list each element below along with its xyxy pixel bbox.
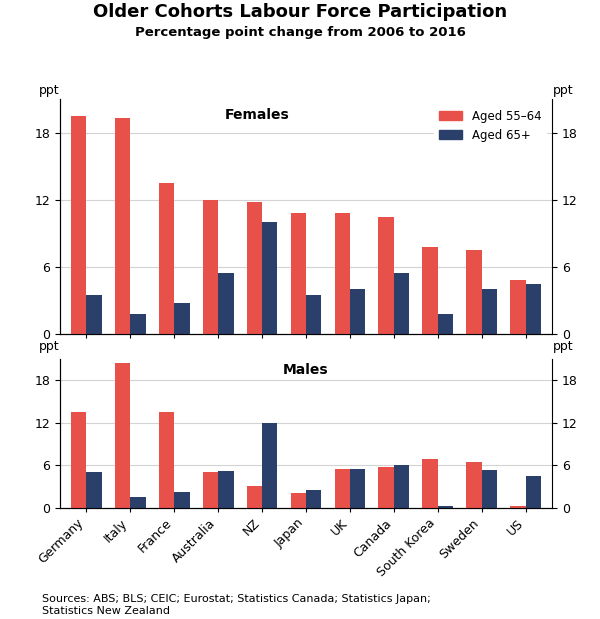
Bar — [71, 412, 86, 508]
Bar — [466, 462, 482, 508]
Bar — [526, 476, 541, 508]
Bar — [394, 272, 409, 334]
Legend: Aged 55–64, Aged 65+: Aged 55–64, Aged 65+ — [434, 105, 546, 146]
Bar — [438, 314, 453, 334]
Bar — [482, 470, 497, 508]
Text: Percentage point change from 2006 to 2016: Percentage point change from 2006 to 201… — [134, 26, 466, 39]
Bar — [159, 412, 174, 508]
Text: ppt: ppt — [553, 340, 573, 353]
Text: Males: Males — [283, 363, 329, 378]
Text: ppt: ppt — [39, 84, 59, 97]
Bar — [350, 290, 365, 334]
Bar — [379, 467, 394, 508]
Bar — [218, 272, 233, 334]
Bar — [203, 200, 218, 334]
Bar — [510, 280, 526, 334]
Bar — [290, 214, 306, 334]
Bar — [526, 284, 541, 334]
Bar — [438, 506, 453, 508]
Bar — [306, 490, 322, 508]
Bar — [115, 118, 130, 334]
Bar — [379, 217, 394, 334]
Bar — [262, 222, 277, 334]
Bar — [422, 247, 438, 334]
Bar — [262, 423, 277, 508]
Bar — [335, 469, 350, 508]
Bar — [247, 202, 262, 334]
Bar — [482, 290, 497, 334]
Bar — [203, 472, 218, 508]
Text: ppt: ppt — [39, 340, 59, 353]
Bar — [174, 303, 190, 334]
Bar — [159, 183, 174, 334]
Bar — [174, 492, 190, 508]
Text: Older Cohorts Labour Force Participation: Older Cohorts Labour Force Participation — [93, 3, 507, 21]
Bar — [510, 506, 526, 508]
Bar — [247, 487, 262, 508]
Bar — [86, 472, 102, 508]
Bar — [350, 469, 365, 508]
Bar — [422, 459, 438, 508]
Text: Females: Females — [224, 108, 289, 123]
Bar — [394, 465, 409, 508]
Text: ppt: ppt — [553, 84, 573, 97]
Bar — [290, 493, 306, 508]
Bar — [71, 116, 86, 334]
Bar — [335, 214, 350, 334]
Bar — [115, 363, 130, 508]
Bar — [218, 471, 233, 508]
Bar — [306, 295, 322, 334]
Bar — [86, 295, 102, 334]
Bar — [130, 314, 146, 334]
Text: Sources: ABS; BLS; CEIC; Eurostat; Statistics Canada; Statistics Japan;
Statisti: Sources: ABS; BLS; CEIC; Eurostat; Stati… — [42, 594, 431, 616]
Bar — [466, 250, 482, 334]
Bar — [130, 497, 146, 508]
